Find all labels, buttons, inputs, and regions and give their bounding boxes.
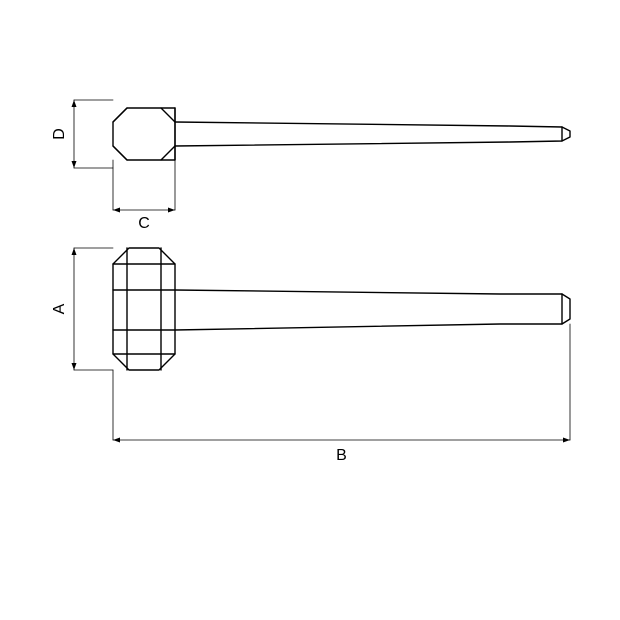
dim-label-A: A bbox=[51, 303, 68, 314]
technical-drawing: D C A B bbox=[0, 0, 620, 620]
dim-label-C: C bbox=[138, 215, 150, 232]
dim-label-B: B bbox=[336, 447, 347, 464]
dim-label-D: D bbox=[51, 128, 68, 140]
